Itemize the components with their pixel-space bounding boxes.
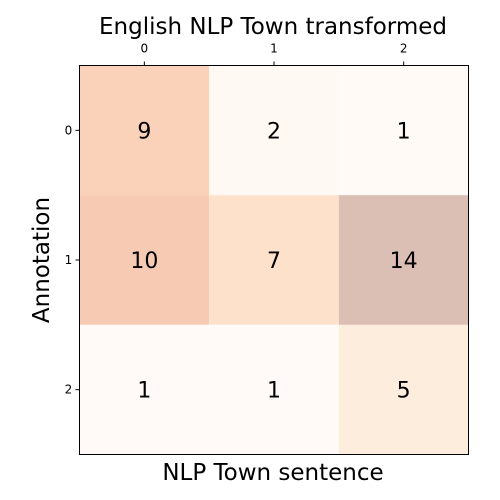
x-axis-ticks: 0 1 2: [141, 42, 408, 66]
y-axis-ticks: 0 1 2: [65, 123, 80, 397]
cell-value-label-0-2: 1: [397, 119, 411, 144]
y-tick-label: 1: [65, 253, 73, 267]
cell-value-label-1-0: 10: [130, 249, 158, 274]
heatmap-cell-1-1: [209, 195, 339, 325]
cell-value-label-2-1: 1: [267, 379, 281, 404]
heatmap-cell-2-0: [79, 324, 210, 455]
x-axis-label: NLP Town sentence: [162, 460, 383, 486]
heatmap-cell-0-2: [338, 65, 469, 196]
x-tick-label: 1: [270, 42, 278, 56]
heatmap-cell-2-1: [209, 324, 339, 455]
heatmap-cell-0-1: [209, 65, 339, 196]
y-tick-label: 2: [65, 383, 73, 397]
heatmap-cell-1-0: [79, 195, 210, 325]
heatmap-cells: 9 2 1 10 7 14 1 1 5: [79, 65, 469, 455]
cell-value-label-1-2: 14: [390, 249, 418, 274]
heatmap-cell-0-0: [79, 65, 210, 196]
chart-title: English NLP Town transformed: [99, 14, 447, 40]
cell-value-label-2-2: 5: [397, 379, 411, 404]
y-tick-label: 0: [65, 123, 73, 137]
cell-value-label-1-1: 7: [267, 249, 281, 274]
cell-value-label-0-0: 9: [137, 119, 151, 144]
heatmap-cell-2-2: [338, 324, 469, 455]
cell-value-label-0-1: 2: [267, 119, 281, 144]
heatmap-cell-1-2: [338, 195, 469, 325]
cell-value-label-2-0: 1: [137, 379, 151, 404]
y-axis-label: Annotation: [29, 197, 55, 323]
x-tick-label: 0: [141, 42, 149, 56]
x-tick-label: 2: [400, 42, 408, 56]
